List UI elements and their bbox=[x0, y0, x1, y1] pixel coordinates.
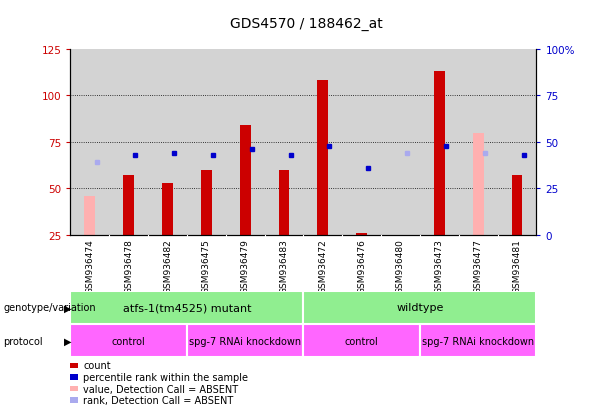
Text: GSM936479: GSM936479 bbox=[241, 238, 249, 293]
Bar bbox=[123, 176, 134, 235]
Text: GSM936480: GSM936480 bbox=[396, 238, 405, 293]
Bar bbox=[303, 324, 420, 357]
Text: GSM936482: GSM936482 bbox=[163, 238, 172, 293]
Bar bbox=[240, 126, 251, 235]
Text: rank, Detection Call = ABSENT: rank, Detection Call = ABSENT bbox=[83, 395, 234, 405]
Text: protocol: protocol bbox=[3, 336, 43, 346]
Bar bbox=[70, 324, 187, 357]
Text: spg-7 RNAi knockdown: spg-7 RNAi knockdown bbox=[189, 336, 301, 346]
Text: ▶: ▶ bbox=[64, 303, 72, 313]
Text: count: count bbox=[83, 361, 111, 370]
Text: GSM936472: GSM936472 bbox=[318, 238, 327, 293]
Bar bbox=[278, 170, 289, 235]
Text: GSM936474: GSM936474 bbox=[85, 238, 94, 293]
Bar bbox=[420, 324, 536, 357]
Text: percentile rank within the sample: percentile rank within the sample bbox=[83, 372, 248, 382]
Bar bbox=[187, 324, 303, 357]
Text: control: control bbox=[345, 336, 379, 346]
Text: value, Detection Call = ABSENT: value, Detection Call = ABSENT bbox=[83, 384, 238, 394]
Bar bbox=[201, 170, 212, 235]
Bar bbox=[85, 197, 96, 235]
Bar bbox=[70, 291, 303, 324]
Text: GSM936483: GSM936483 bbox=[280, 238, 289, 293]
Text: GSM936473: GSM936473 bbox=[435, 238, 444, 293]
Bar bbox=[473, 133, 484, 235]
Bar bbox=[162, 183, 173, 235]
Bar bbox=[303, 291, 536, 324]
Text: genotype/variation: genotype/variation bbox=[3, 303, 96, 313]
Text: GSM936481: GSM936481 bbox=[512, 238, 522, 293]
Bar bbox=[318, 81, 329, 235]
Text: GSM936478: GSM936478 bbox=[124, 238, 133, 293]
Bar bbox=[511, 176, 522, 235]
Text: GSM936477: GSM936477 bbox=[474, 238, 482, 293]
Text: atfs-1(tm4525) mutant: atfs-1(tm4525) mutant bbox=[123, 303, 251, 313]
Text: wildtype: wildtype bbox=[396, 303, 444, 313]
Text: ▶: ▶ bbox=[64, 336, 72, 346]
Text: GDS4570 / 188462_at: GDS4570 / 188462_at bbox=[230, 17, 383, 31]
Text: spg-7 RNAi knockdown: spg-7 RNAi knockdown bbox=[422, 336, 534, 346]
Bar bbox=[356, 234, 367, 235]
Text: control: control bbox=[112, 336, 146, 346]
Bar bbox=[434, 72, 445, 235]
Text: GSM936476: GSM936476 bbox=[357, 238, 366, 293]
Text: GSM936475: GSM936475 bbox=[202, 238, 211, 293]
